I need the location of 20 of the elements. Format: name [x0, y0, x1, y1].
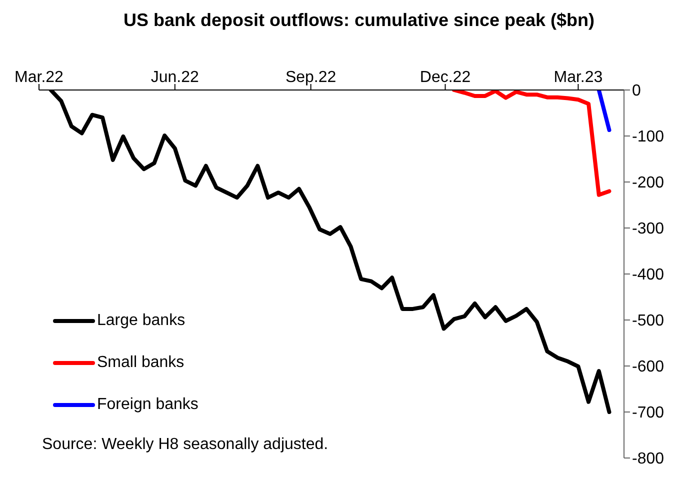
- legend-label: Small banks: [97, 354, 184, 372]
- y-tick-label: -700: [632, 404, 664, 422]
- y-tick-label: -400: [632, 266, 664, 284]
- x-tick-label: Sep.22: [285, 69, 336, 86]
- y-tick-label: -300: [632, 220, 664, 238]
- y-tick-label: -600: [632, 358, 664, 376]
- legend-label: Large banks: [97, 312, 186, 330]
- y-tick-label: -200: [632, 174, 664, 192]
- x-tick-label: Mar.23: [554, 69, 603, 86]
- x-tick-label: Jun.22: [150, 69, 200, 86]
- x-tick-label: Dec.22: [420, 69, 471, 86]
- line-series: [452, 90, 612, 197]
- x-tick-label: Mar.22: [14, 69, 64, 86]
- y-tick-label: 0: [632, 82, 641, 100]
- chart-title: US bank deposit outflows: cumulative since peak ($bn): [122, 9, 596, 32]
- y-tick-label: -100: [632, 128, 664, 146]
- y-tick-label: -500: [632, 312, 664, 330]
- legend-label: Foreign banks: [97, 396, 198, 414]
- y-tick-label: -800: [632, 450, 664, 468]
- annotation: Source: Weekly H8 seasonally adjusted.: [42, 436, 328, 454]
